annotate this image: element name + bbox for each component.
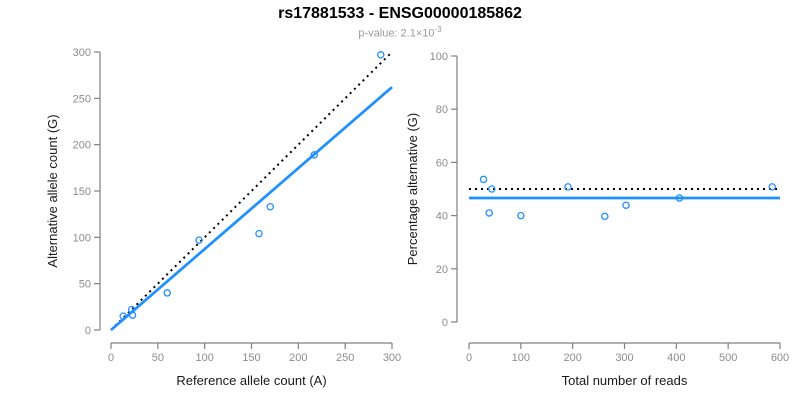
data-point <box>601 212 609 221</box>
x-tick-label: 400 <box>667 352 685 364</box>
data-point <box>255 229 263 238</box>
y-tick-label: 50 <box>79 279 91 291</box>
data-point <box>675 194 684 202</box>
y-tick-label: 0 <box>442 317 448 329</box>
x-tick-label: 100 <box>512 352 530 364</box>
data-point <box>479 175 488 184</box>
y-tick-label: 20 <box>436 264 448 276</box>
x-tick-label: 0 <box>466 352 472 364</box>
x-tick-label: 300 <box>615 352 633 364</box>
x-axis-title: Total number of reads <box>562 373 688 388</box>
y-axis-title: Percentage alternative (G) <box>405 113 420 265</box>
x-tick-label: 150 <box>242 352 260 364</box>
data-point <box>266 203 274 211</box>
data-point <box>310 151 319 159</box>
y-tick-label: 200 <box>73 140 91 152</box>
chart-title: rs17881533 - ENSG00000185862 <box>278 5 522 22</box>
y-tick-label: 80 <box>436 104 448 116</box>
x-tick-label: 50 <box>152 352 164 364</box>
data-point <box>517 211 525 220</box>
y-tick-label: 0 <box>85 325 91 337</box>
y-tick-label: 60 <box>436 157 448 169</box>
y-tick-label: 250 <box>73 93 91 105</box>
x-tick-label: 250 <box>336 352 354 364</box>
x-tick-label: 300 <box>383 352 401 364</box>
identity-line <box>110 51 393 331</box>
data-point <box>163 289 171 297</box>
data-point <box>119 312 127 320</box>
data-point <box>768 183 776 191</box>
data-point <box>564 183 572 191</box>
x-tick-label: 200 <box>289 352 307 364</box>
y-axis-title: Alternative allele count (G) <box>45 114 60 267</box>
data-point <box>485 209 493 217</box>
chart-subtitle: p-value: 2.1×10-3 <box>0 25 800 40</box>
regression-line <box>110 86 393 332</box>
x-tick-label: 600 <box>771 352 789 364</box>
x-tick-label: 200 <box>563 352 581 364</box>
data-point <box>195 236 203 244</box>
data-point <box>622 201 630 209</box>
data-point <box>488 185 496 193</box>
percentage-alternative-scatter-panel: 0 20 40 60 80 100 0 100 200 300 400 500 600 Total num… <box>405 51 789 388</box>
x-tick-label: 100 <box>195 352 213 364</box>
y-tick-label: 100 <box>73 232 91 244</box>
y-tick-label: 300 <box>73 47 91 59</box>
data-point <box>377 51 385 59</box>
pvalue-text: p-value: 2.1×10 <box>358 27 435 40</box>
y-tick-label: 100 <box>430 51 448 63</box>
x-axis-title: Reference allele count (A) <box>176 373 326 388</box>
y-tick-label: 150 <box>73 186 91 198</box>
allele-counts-scatter-panel: 0 50 100 150 200 250 300 0 50 100 150 200 250 300 Refe… <box>45 47 401 388</box>
x-tick-label: 500 <box>719 352 737 364</box>
data-point <box>128 311 137 319</box>
x-tick-label: 0 <box>108 352 114 364</box>
y-tick-label: 40 <box>436 211 448 223</box>
pvalue-exponent: -3 <box>434 25 442 34</box>
